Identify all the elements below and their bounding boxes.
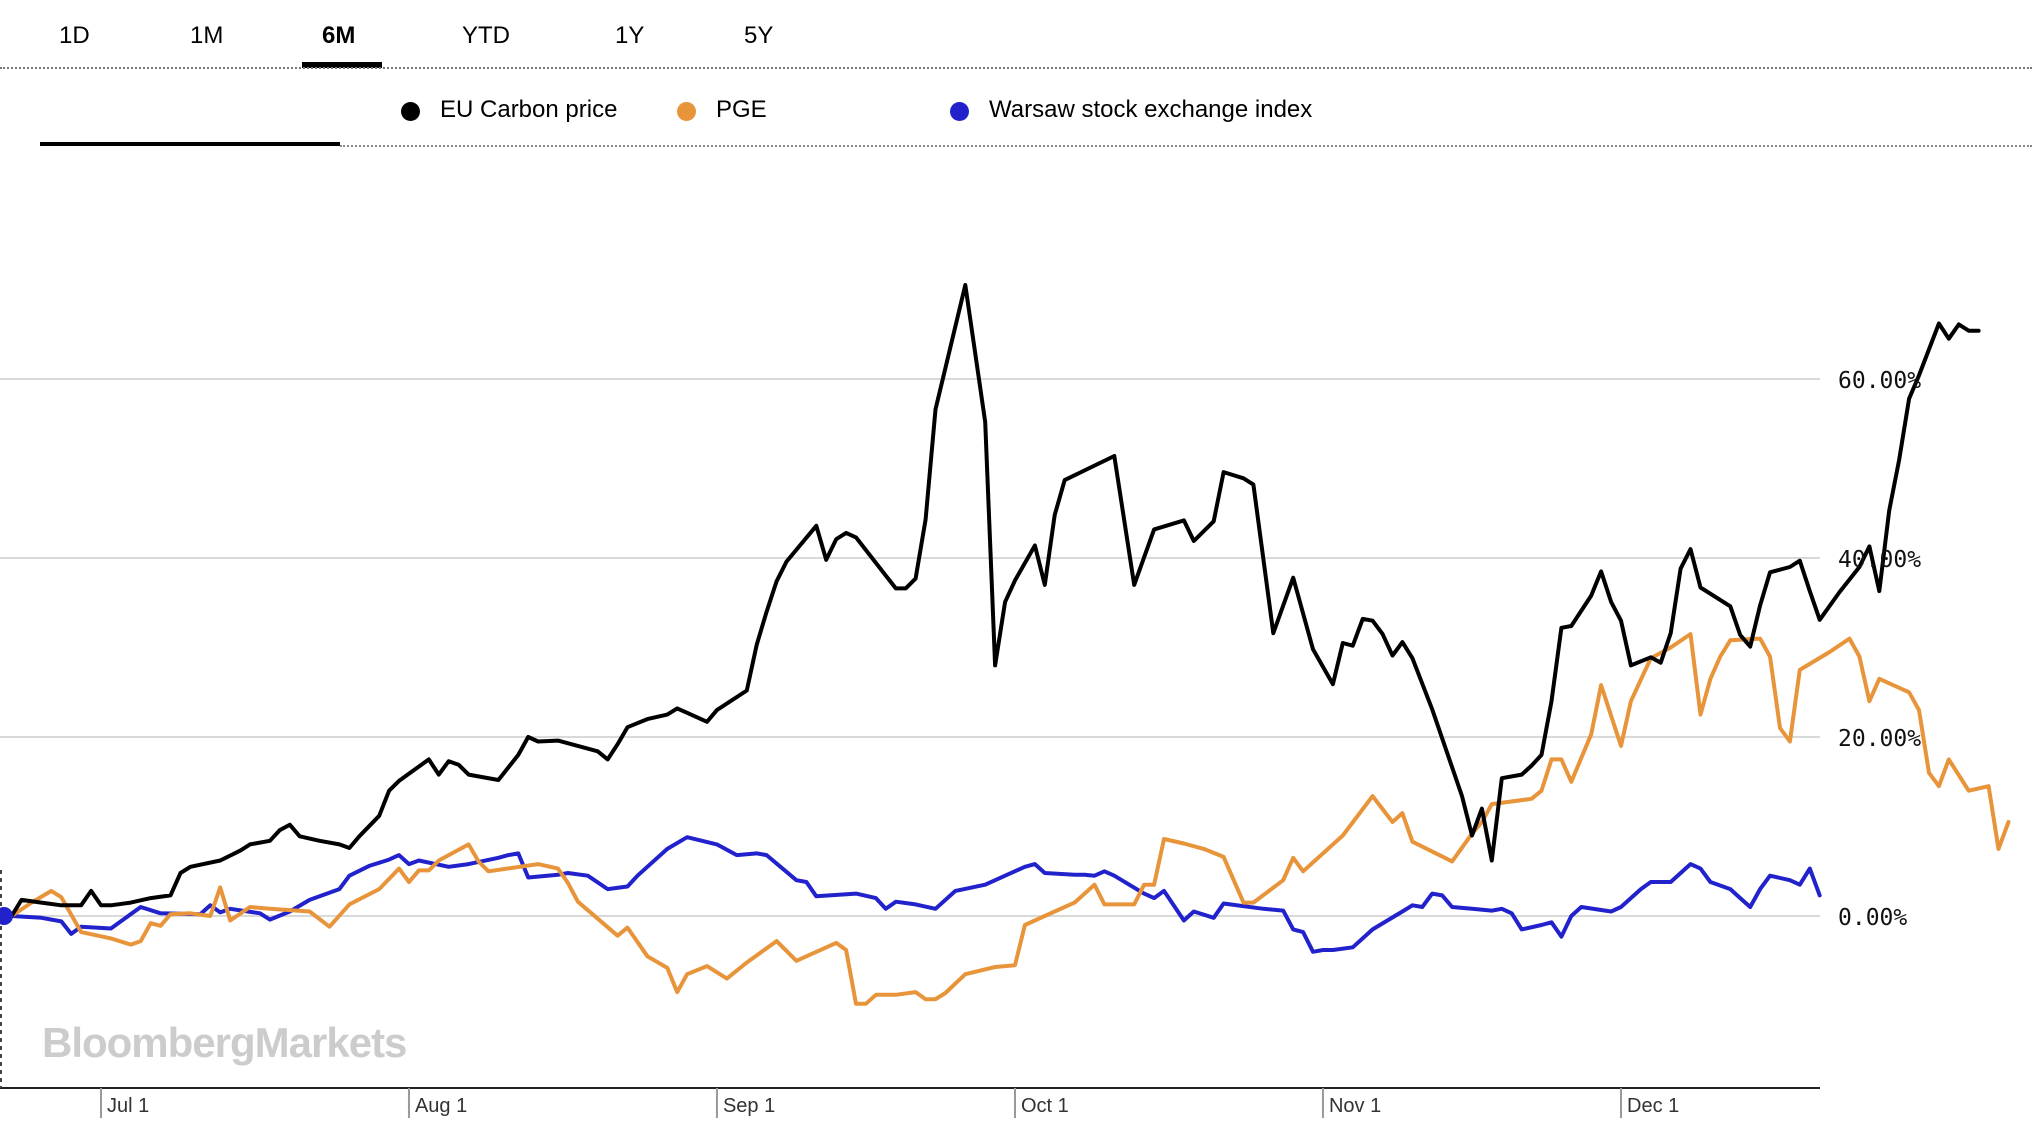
- y-tick-label: 0.00%: [1838, 905, 1907, 931]
- chart-legend: EU Carbon price PGE Warsaw stock exchang…: [0, 80, 2032, 150]
- x-axis-ticks: Jul 1 Aug 1 Sep 1 Oct 1 Nov 1 Dec 1: [100, 1088, 1679, 1118]
- tab-1d[interactable]: 1D: [59, 22, 90, 49]
- warsaw-index-line: [9, 835, 1822, 954]
- y-tick-label: 40.00%: [1838, 547, 1921, 573]
- x-tick-label: Oct 1: [1021, 1095, 1069, 1117]
- grid-lines: [0, 378, 1820, 917]
- legend-divider: [340, 145, 2032, 147]
- series-lines: [9, 283, 2011, 1006]
- y-axis-ticks: 0.00% 20.00% 40.00% 60.00%: [1838, 368, 1921, 931]
- origin-marker[interactable]: [0, 907, 13, 925]
- x-tick-label: Aug 1: [415, 1095, 467, 1117]
- x-tick-label: Nov 1: [1329, 1095, 1381, 1117]
- tab-1y[interactable]: 1Y: [615, 22, 645, 49]
- legend-label-pge: PGE: [716, 96, 767, 123]
- tab-5y[interactable]: 5Y: [744, 22, 774, 49]
- bloomberg-watermark: BloombergMarkets: [42, 1019, 406, 1066]
- line-chart: BloombergMarkets Jul 1 Aug 1 Sep 1 Oct 1 Nov…: [0, 283, 2011, 1118]
- range-tabs: 1D 1M 6M YTD 1Y 5Y: [0, 0, 2032, 70]
- warsaw-dot-icon: [950, 102, 969, 121]
- active-tab-indicator: [302, 62, 382, 68]
- y-tick-label: 60.00%: [1838, 368, 1921, 394]
- x-tick-label: Jul 1: [107, 1095, 149, 1117]
- tab-1m[interactable]: 1M: [190, 22, 224, 49]
- x-tick-label: Dec 1: [1627, 1095, 1679, 1117]
- tab-ytd[interactable]: YTD: [462, 22, 510, 49]
- pge-line: [9, 632, 2011, 1006]
- x-tick-label: Sep 1: [723, 1095, 775, 1117]
- eu-carbon-dot-icon: [401, 102, 420, 121]
- y-tick-label: 20.00%: [1838, 726, 1921, 752]
- legend-underline: [40, 142, 340, 146]
- pge-dot-icon: [677, 102, 696, 121]
- eu-carbon-line: [9, 283, 1981, 918]
- tab-6m[interactable]: 6M: [322, 22, 356, 49]
- legend-label-warsaw: Warsaw stock exchange index: [989, 96, 1313, 123]
- tabs-divider: [0, 67, 2032, 69]
- legend-label-eu-carbon: EU Carbon price: [440, 96, 618, 123]
